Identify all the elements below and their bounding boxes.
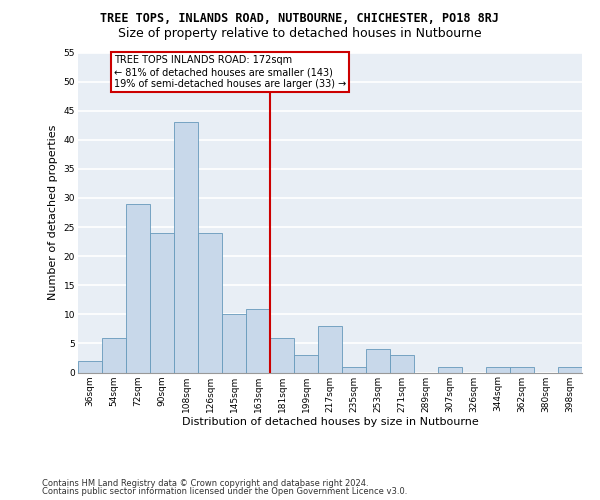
Text: TREE TOPS INLANDS ROAD: 172sqm
← 81% of detached houses are smaller (143)
19% of: TREE TOPS INLANDS ROAD: 172sqm ← 81% of … [114,56,346,88]
Bar [174,122,198,372]
Text: TREE TOPS, INLANDS ROAD, NUTBOURNE, CHICHESTER, PO18 8RJ: TREE TOPS, INLANDS ROAD, NUTBOURNE, CHIC… [101,12,499,26]
Bar [222,314,246,372]
Text: Contains public sector information licensed under the Open Government Licence v3: Contains public sector information licen… [42,487,407,496]
Bar [246,308,270,372]
Y-axis label: Number of detached properties: Number of detached properties [48,125,58,300]
Bar [486,366,510,372]
Text: Size of property relative to detached houses in Nutbourne: Size of property relative to detached ho… [118,28,482,40]
Bar [318,326,342,372]
Bar [198,233,222,372]
Bar [342,366,366,372]
Bar [294,355,318,372]
Bar [270,338,294,372]
Text: Contains HM Land Registry data © Crown copyright and database right 2024.: Contains HM Land Registry data © Crown c… [42,478,368,488]
Bar [126,204,150,372]
Bar [102,338,126,372]
Bar [78,361,102,372]
Bar [510,366,534,372]
Bar [438,366,462,372]
X-axis label: Distribution of detached houses by size in Nutbourne: Distribution of detached houses by size … [182,417,478,427]
Bar [558,366,582,372]
Bar [150,233,174,372]
Bar [390,355,414,372]
Bar [366,349,390,372]
